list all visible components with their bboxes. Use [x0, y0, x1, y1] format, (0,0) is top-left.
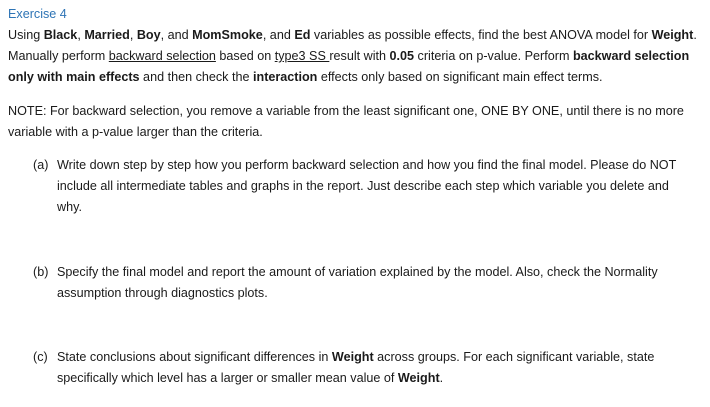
var-black: Black: [43, 28, 78, 42]
backward-selection-link[interactable]: backward selection: [108, 49, 216, 63]
type3-ss-link[interactable]: type3 SS: [274, 49, 330, 63]
question-text-part: State conclusions about significant diff…: [57, 350, 332, 364]
var-weight: Weight: [331, 350, 374, 364]
question-marker: (b): [33, 265, 49, 279]
var-weight: Weight: [397, 371, 440, 385]
question-text: Write down step by step how you perform …: [57, 158, 677, 214]
intro-text: based on: [215, 49, 275, 63]
var-married: Married: [84, 28, 130, 42]
interaction-term: interaction: [253, 70, 318, 84]
var-momsmoke: MomSmoke: [192, 28, 263, 42]
var-ed: Ed: [294, 28, 311, 42]
intro-paragraph: Using Black, Married, Boy, and MomSmoke,…: [8, 25, 702, 88]
intro-text: result with: [329, 49, 390, 63]
question-text-part: across groups. For each significant vari…: [57, 350, 655, 385]
intro-sep: ,: [77, 28, 85, 42]
intro-sep: ,: [129, 28, 137, 42]
backward-main-effects: backward selection only with main effect…: [8, 49, 690, 84]
intro-sep: , and: [160, 28, 193, 42]
note-paragraph: NOTE: For backward selection, you remove…: [8, 104, 684, 139]
exercise-heading: Exercise 4: [8, 7, 67, 21]
intro-text: criteria on p-value. Perform: [414, 49, 573, 63]
question-text-part: .: [439, 371, 444, 385]
question-c: (c) State conclusions about significant …: [8, 347, 688, 389]
intro-text: . Manually perform: [8, 28, 697, 63]
intro-text: Using: [8, 28, 44, 42]
var-boy: Boy: [136, 28, 161, 42]
var-weight: Weight: [651, 28, 694, 42]
intro-text: variables as possible effects, find the …: [310, 28, 652, 42]
intro-text: and then check the: [139, 70, 253, 84]
intro-text: effects only based on significant main e…: [317, 70, 603, 84]
question-marker: (c): [33, 350, 48, 364]
question-text: State conclusions about significant diff…: [57, 347, 688, 389]
criteria-value: 0.05: [389, 49, 415, 63]
question-marker: (a): [33, 158, 49, 172]
intro-sep: , and: [262, 28, 295, 42]
question-b: (b) Specify the final model and report t…: [8, 262, 688, 304]
question-text: Specify the final model and report the a…: [57, 265, 658, 300]
question-a: (a) Write down step by step how you perf…: [8, 155, 688, 218]
